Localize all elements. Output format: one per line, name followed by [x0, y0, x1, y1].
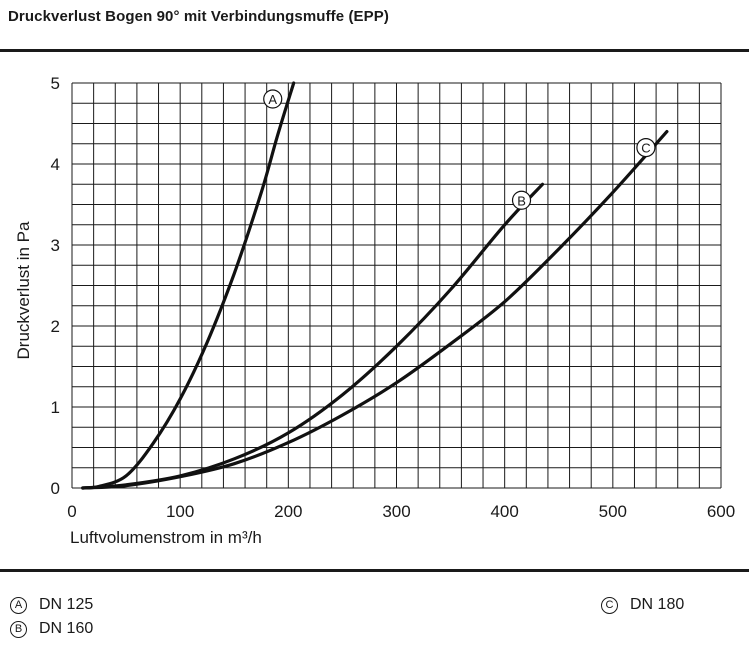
legend-item-a: A DN 125 [10, 596, 93, 614]
curve-marker-label-a: A [268, 92, 277, 107]
x-tick-label: 500 [599, 502, 627, 521]
x-tick-label: 200 [274, 502, 302, 521]
x-tick-label: 400 [490, 502, 518, 521]
y-tick-label: 4 [51, 155, 60, 174]
curve-marker-circle-a [263, 89, 283, 109]
curve-marker-label-b: B [517, 193, 526, 208]
x-tick-label: 600 [707, 502, 735, 521]
legend-marker-a: A [10, 596, 27, 614]
curve-c [81, 130, 669, 490]
y-tick-label: 0 [51, 479, 60, 498]
x-tick-label: 300 [382, 502, 410, 521]
legend-label-c: DN 180 [630, 596, 685, 613]
y-tick-label: 5 [51, 74, 60, 93]
legend-label-a: DN 125 [39, 596, 94, 613]
legend-marker-b: B [10, 620, 27, 638]
x-tick-label: 100 [166, 502, 194, 521]
page-title: Druckverlust Bogen 90° mit Verbindungsmu… [8, 8, 389, 25]
legend-item-b: B DN 160 [10, 620, 93, 638]
curve-marker-circle-c [636, 138, 656, 158]
curve-marker-circle-b [511, 190, 532, 210]
x-tick-label: 0 [67, 502, 76, 521]
y-tick-label: 2 [51, 317, 60, 336]
y-tick-label: 1 [51, 398, 60, 417]
legend-marker-c: C [601, 596, 618, 614]
y-axis-label: Druckverlust in Pa [14, 221, 33, 359]
y-tick-label: 3 [51, 236, 60, 255]
legend-item-c: C DN 180 [601, 596, 684, 614]
curve-marker-label-c: C [641, 141, 650, 156]
curve-a [81, 81, 296, 490]
curve-b [81, 182, 545, 490]
x-axis-label: Luftvolumenstrom in m³/h [70, 528, 262, 547]
legend-label-b: DN 160 [39, 620, 94, 637]
top-divider [0, 49, 749, 52]
bottom-divider [0, 569, 749, 572]
